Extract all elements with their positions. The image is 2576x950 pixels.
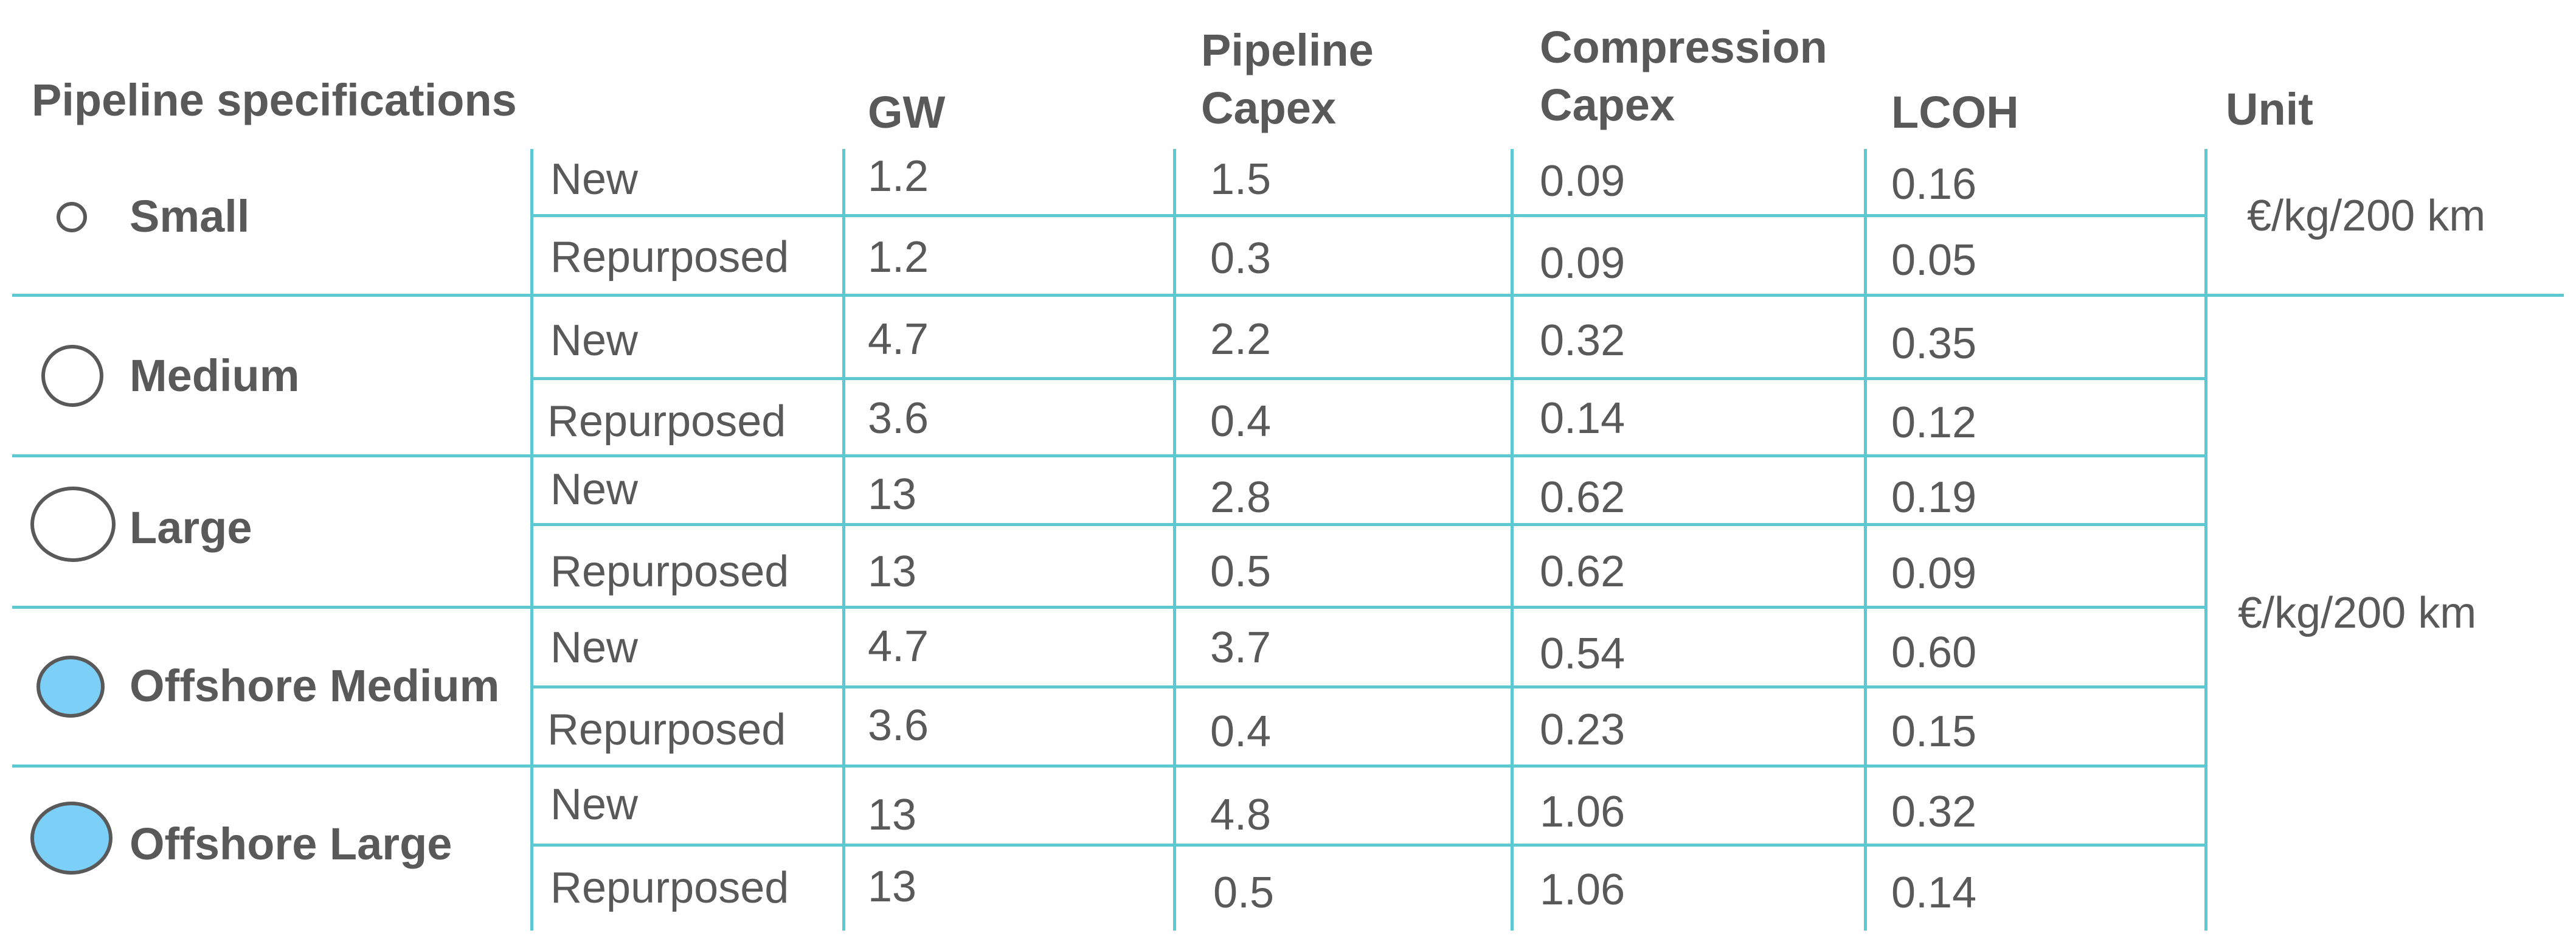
type-cell: Repurposed — [550, 547, 789, 596]
header-compression-capex-line2: Capex — [1540, 80, 1675, 130]
row-divider — [531, 844, 2207, 847]
unit-small: €/kg/200 km — [2247, 192, 2486, 240]
header-gw: GW — [868, 87, 946, 137]
compression-capex-cell: 0.14 — [1540, 394, 1626, 443]
type-cell: Repurposed — [550, 864, 789, 912]
header-lcoh: LCOH — [1891, 87, 2019, 137]
lcoh-cell: 0.16 — [1891, 160, 1977, 209]
header-pipeline-capex-line2: Capex — [1201, 83, 1337, 133]
column-divider — [530, 149, 533, 931]
compression-capex-cell: 0.62 — [1540, 473, 1626, 522]
lcoh-cell: 0.09 — [1891, 549, 1977, 598]
header-unit: Unit — [2226, 84, 2313, 134]
compression-capex-cell: 0.09 — [1540, 239, 1626, 288]
lcoh-cell: 0.14 — [1891, 869, 1977, 917]
gw-cell: 3.6 — [868, 701, 929, 750]
compression-capex-cell: 0.23 — [1540, 706, 1626, 754]
type-cell: New — [550, 623, 639, 672]
compression-capex-cell: 1.06 — [1540, 865, 1626, 914]
lcoh-cell: 0.35 — [1891, 319, 1977, 368]
size-label-large: Large — [130, 502, 252, 553]
column-divider — [1864, 149, 1867, 931]
compression-capex-cell: 0.62 — [1540, 547, 1626, 596]
size-label-medium: Medium — [130, 350, 300, 401]
large-circle-icon — [30, 487, 116, 562]
column-divider — [842, 149, 845, 931]
group-divider — [12, 765, 2207, 768]
gw-cell: 4.7 — [868, 622, 929, 671]
offshore-medium-circle-icon — [36, 656, 105, 718]
pipeline-capex-cell: 0.5 — [1213, 869, 1275, 917]
pipeline-capex-cell: 0.4 — [1210, 707, 1272, 756]
compression-capex-cell: 0.09 — [1540, 157, 1626, 206]
group-divider — [12, 606, 2207, 609]
gw-cell: 4.7 — [868, 315, 929, 364]
pipeline-capex-cell: 3.7 — [1210, 623, 1272, 672]
compression-capex-cell: 0.32 — [1540, 316, 1626, 365]
type-cell: New — [550, 316, 639, 365]
lcoh-cell: 0.60 — [1891, 628, 1977, 677]
type-cell: Repurposed — [547, 706, 786, 754]
pipeline-capex-cell: 2.8 — [1210, 473, 1272, 522]
column-divider — [1511, 149, 1514, 931]
pipeline-capex-cell: 2.2 — [1210, 315, 1272, 364]
offshore-large-circle-icon — [30, 802, 113, 875]
row-divider — [531, 214, 2207, 217]
row-divider — [531, 685, 2207, 688]
column-divider — [2204, 149, 2207, 931]
pipeline-capex-cell: 0.5 — [1210, 547, 1272, 596]
type-cell: Repurposed — [547, 397, 786, 446]
unit-rest: €/kg/200 km — [2238, 589, 2477, 637]
lcoh-cell: 0.19 — [1891, 473, 1977, 522]
column-divider — [1173, 149, 1176, 931]
type-cell: New — [550, 465, 639, 514]
gw-cell: 13 — [868, 470, 917, 519]
pipeline-capex-cell: 1.5 — [1210, 155, 1272, 204]
size-label-small: Small — [130, 191, 250, 241]
gw-cell: 1.2 — [868, 152, 929, 201]
gw-cell: 13 — [868, 791, 917, 839]
header-compression-capex-line1: Compression — [1540, 22, 1827, 72]
pipeline-capex-cell: 0.3 — [1210, 234, 1272, 283]
gw-cell: 1.2 — [868, 233, 929, 282]
row-divider — [531, 377, 2207, 380]
group-divider — [12, 294, 2564, 297]
size-label-offshore-large: Offshore Large — [130, 819, 452, 869]
row-divider — [531, 523, 2207, 526]
type-cell: Repurposed — [550, 233, 789, 282]
gw-cell: 3.6 — [868, 394, 929, 443]
pipeline-capex-cell: 0.4 — [1210, 397, 1272, 446]
header-pipeline-specifications: Pipeline specifications — [32, 75, 517, 125]
lcoh-cell: 0.32 — [1891, 788, 1977, 836]
pipeline-capex-cell: 4.8 — [1210, 791, 1272, 839]
lcoh-cell: 0.05 — [1891, 236, 1977, 285]
group-divider — [12, 454, 2207, 457]
lcoh-cell: 0.15 — [1891, 707, 1977, 756]
size-label-offshore-medium: Offshore Medium — [130, 660, 500, 711]
type-cell: New — [550, 155, 639, 204]
lcoh-cell: 0.12 — [1891, 398, 1977, 447]
small-circle-icon — [57, 202, 87, 232]
compression-capex-cell: 0.54 — [1540, 629, 1626, 678]
medium-circle-icon — [41, 345, 103, 407]
gw-cell: 13 — [868, 862, 917, 911]
type-cell: New — [550, 780, 639, 829]
compression-capex-cell: 1.06 — [1540, 788, 1626, 836]
gw-cell: 13 — [868, 547, 917, 596]
header-pipeline-capex-line1: Pipeline — [1201, 25, 1374, 75]
